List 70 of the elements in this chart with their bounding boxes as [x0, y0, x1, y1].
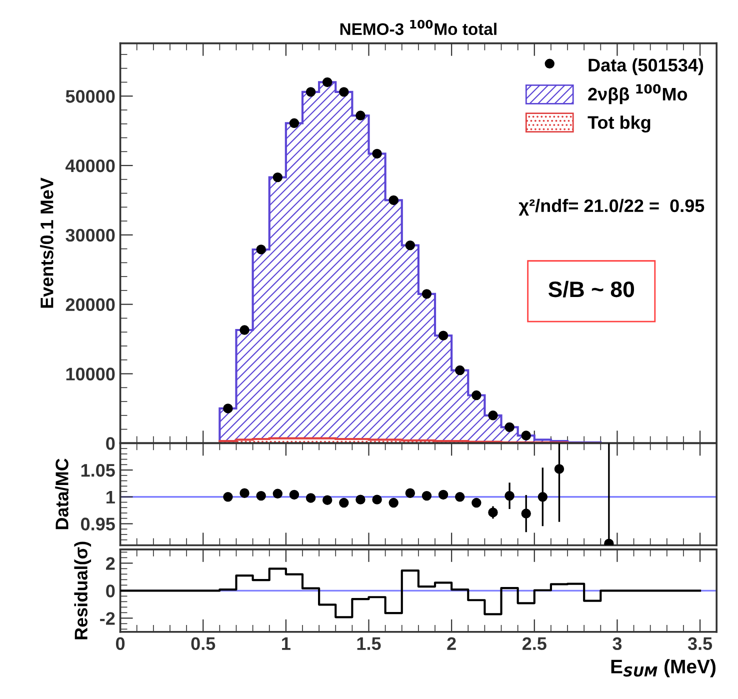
point [306, 493, 316, 503]
point [322, 77, 332, 88]
y-tick-label: 10000 [66, 368, 115, 380]
y-tick-label: 0.95 [81, 518, 115, 530]
point [356, 110, 366, 120]
point [256, 244, 266, 254]
y-tick-label: 0 [106, 437, 115, 450]
x-tick-label: 1 [282, 637, 290, 650]
x-axis-title: E$_{SUM}$ (MeV) [611, 659, 716, 678]
point [405, 488, 416, 498]
point [521, 508, 531, 518]
annotation: χ²/ndf= 21.0/22 = 0.95 [518, 198, 704, 216]
point [306, 87, 316, 97]
point [272, 488, 283, 499]
point [388, 195, 398, 206]
x-tick-label: 3.5 [688, 637, 712, 650]
point [538, 492, 548, 502]
point [472, 498, 482, 508]
point [223, 492, 233, 502]
y-tick-label: 1 [106, 491, 115, 504]
point [240, 325, 250, 335]
point [554, 464, 564, 474]
chart-title: NEMO-3 $^{100}$Mo total [340, 20, 496, 36]
point [339, 498, 349, 508]
legend-label: 2νββ $^{100}$Mo [588, 84, 688, 104]
point [472, 390, 482, 400]
x-tick-label: 2 [447, 637, 456, 650]
y-axis-title: Events/0.1 MeV [40, 178, 54, 308]
point [223, 404, 233, 414]
point [256, 490, 266, 501]
point [504, 490, 514, 501]
annotation: S/B ~ 80 [548, 280, 634, 298]
y-axis-title: Data/MC [55, 458, 69, 530]
y-tick-label: 30000 [66, 228, 115, 242]
point [372, 494, 382, 504]
point [272, 172, 283, 182]
legend-label: Tot bkg [588, 116, 650, 133]
point [488, 410, 498, 420]
x-tick-label: 2.5 [522, 637, 546, 650]
point [521, 430, 531, 440]
point [322, 495, 332, 505]
x-tick-label: 0.5 [191, 637, 216, 650]
point [356, 494, 366, 504]
y-tick-label: 1.05 [81, 464, 115, 477]
point [422, 490, 432, 501]
point [289, 118, 300, 128]
y-tick-label: 40000 [66, 159, 115, 172]
point [454, 365, 465, 376]
y-axis-title: Residual(σ) [74, 542, 92, 640]
x-tick-label: 1.5 [357, 637, 381, 650]
point [422, 289, 432, 299]
point [289, 490, 300, 500]
x-tick-label: 3 [612, 637, 622, 650]
point [438, 330, 448, 340]
point [372, 148, 382, 159]
point [339, 87, 349, 97]
point [454, 492, 465, 502]
y-tick-label: 20000 [66, 298, 115, 312]
point [388, 498, 398, 508]
point [504, 422, 514, 432]
legend-label: Data (501534) [588, 58, 704, 76]
point [240, 488, 250, 498]
point [438, 490, 448, 500]
x-tick-label: 0 [116, 637, 125, 650]
y-tick-label: 0 [106, 584, 115, 598]
point [405, 240, 416, 250]
y-tick-label: 2 [106, 557, 115, 570]
point [488, 508, 498, 518]
y-tick-label: 50000 [66, 90, 115, 103]
y-tick-label: -2 [100, 612, 115, 625]
